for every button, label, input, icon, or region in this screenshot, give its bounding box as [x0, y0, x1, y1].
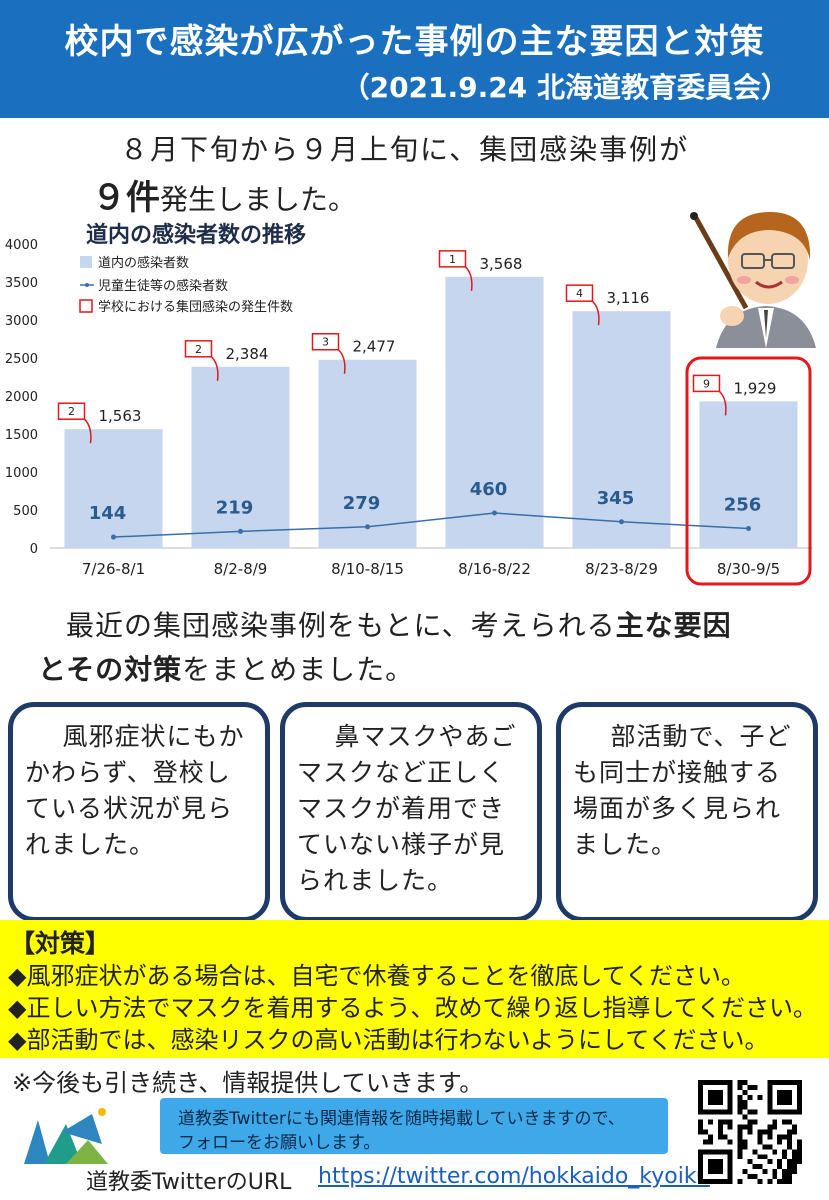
summary-post: をまとめました。 — [182, 653, 415, 686]
intro-line-1: ８月下旬から９月上旬に、集団感染事例が — [120, 133, 690, 166]
outbreak-callout-pointer — [591, 300, 600, 326]
measure-item: ◆風邪症状がある場合は、自宅で休養することを徹底してください。 — [8, 962, 746, 990]
outbreak-callout-pointer — [337, 349, 346, 374]
outbreak-callout-value: 3 — [322, 336, 329, 349]
legend-label-bar: 道内の感染者数 — [98, 255, 189, 271]
x-tick-label: 8/10-8/15 — [331, 560, 404, 578]
bar-value-label: 1,563 — [99, 407, 142, 425]
y-tick-label: 2000 — [5, 390, 38, 405]
x-tick-label: 8/2-8/9 — [214, 560, 268, 578]
measures-heading: 【対策】 — [10, 929, 111, 958]
page-title: 校内で感染が広がった事例の主な要因と対策 — [64, 22, 765, 62]
student-point — [365, 524, 370, 530]
outbreak-callout-box — [565, 284, 594, 302]
chart-title: 道内の感染者数の推移 — [86, 222, 306, 248]
header-banner: 校内で感染が広がった事例の主な要因と対策 （2021.9.24 北海道教育委員会… — [0, 0, 829, 118]
x-tick-label: 8/23-8/29 — [585, 560, 658, 578]
student-value-label: 460 — [470, 479, 508, 500]
student-line — [113, 512, 749, 538]
student-point — [238, 528, 243, 534]
student-point — [492, 510, 497, 516]
summary-paragraph: 最近の集団感染事例をもとに、考えられる主な要因とその対策をまとめました。 — [38, 604, 808, 692]
measures-panel: 【対策】 ◆風邪症状がある場合は、自宅で休養することを徹底してください。 ◆正し… — [0, 920, 829, 1058]
factor-box-symptoms: 風邪症状にもかかわらず、登校している状況が見られました。 — [8, 702, 270, 922]
outbreak-callout-pointer — [83, 418, 92, 444]
student-point — [746, 526, 751, 532]
board-logo — [24, 1108, 108, 1164]
bar-value-label: 2,384 — [226, 345, 269, 363]
qr-code[interactable] — [698, 1080, 802, 1184]
bar-value-label: 2,477 — [353, 338, 396, 356]
factor-box-masks: 鼻マスクやあごマスクなど正しくマスクが着用できていない様子が見られました。 — [280, 702, 542, 922]
x-tick-label: 7/26-8/1 — [82, 560, 145, 578]
student-point — [111, 534, 116, 540]
outbreak-callout-box — [57, 402, 86, 420]
legend-label-callout: 学校における集団感染の発生件数 — [98, 299, 293, 315]
measure-item: ◆正しい方法でマスクを着用するよう、改めて繰り返し指導してください。 — [8, 994, 818, 1022]
legend-label-line: 児童生徒等の感染者数 — [98, 278, 228, 294]
student-value-label: 219 — [216, 497, 254, 518]
outbreak-callout-box — [184, 340, 213, 358]
bar-value-label: 3,568 — [480, 255, 523, 273]
bar-value-label: 1,929 — [734, 379, 777, 397]
factor-box-club: 部活動で、子ども同士が接触する場面が多く見られました。 — [556, 702, 818, 922]
bar — [191, 366, 290, 548]
y-tick-label: 4000 — [5, 238, 38, 253]
intro-line-2-text: 発生しました。 — [160, 183, 357, 216]
outbreak-callout-value: 9 — [703, 377, 710, 390]
outbreak-callout-box — [311, 332, 340, 351]
summary-bold-2: とその対策 — [38, 653, 183, 686]
y-tick-label: 0 — [30, 542, 38, 557]
outbreak-callout-value: 2 — [68, 405, 75, 418]
bar — [445, 276, 544, 548]
summary-bold-1: 主な要因 — [615, 609, 732, 642]
highlight-frame — [685, 356, 812, 586]
twitter-banner-line-2: フォローをお願いします。 — [178, 1133, 381, 1153]
outbreak-callout-pointer — [718, 390, 727, 416]
legend-swatch-bar — [80, 256, 92, 268]
bar — [699, 401, 798, 548]
y-tick-label: 2500 — [5, 352, 38, 367]
x-tick-label: 8/16-8/22 — [458, 560, 531, 578]
student-value-label: 345 — [597, 488, 635, 509]
y-tick-label: 3500 — [5, 276, 38, 291]
outbreak-callout-pointer — [464, 266, 473, 291]
bar — [64, 429, 163, 548]
outbreak-callout-value: 2 — [195, 343, 202, 356]
outbreak-callout-value: 1 — [449, 253, 456, 266]
student-value-label: 279 — [343, 493, 381, 514]
legend-swatch-callout — [79, 299, 93, 313]
teacher-illustration — [690, 212, 816, 348]
y-tick-label: 1000 — [5, 466, 38, 481]
legend-swatch-point — [85, 283, 89, 287]
outbreak-callout-box — [438, 250, 467, 268]
measure-item: ◆部活動では、感染リスクの高い活動は行わないようにしてください。 — [8, 1026, 769, 1054]
y-tick-label: 1500 — [5, 428, 38, 443]
bar-value-label: 3,116 — [607, 289, 650, 307]
page-subtitle: （2021.9.24 北海道教育委員会） — [341, 71, 789, 104]
followup-note: ※今後も引き続き、情報提供していきます。 — [12, 1069, 484, 1097]
outbreak-callout-box — [692, 374, 721, 393]
student-value-label: 144 — [89, 503, 127, 524]
outbreak-count: ９件 — [92, 178, 160, 218]
summary-pre: 最近の集団感染事例をもとに、考えられる — [66, 609, 616, 642]
bar — [318, 359, 417, 548]
student-point — [619, 519, 624, 525]
student-value-label: 256 — [724, 495, 762, 516]
x-tick-label: 8/30-9/5 — [717, 560, 780, 578]
twitter-banner: 道教委Twitterにも関連情報を随時掲載していきますので、 フォローをお願いし… — [160, 1098, 668, 1154]
outbreak-callout-value: 4 — [576, 287, 583, 300]
twitter-url-label: 道教委TwitterのURL — [86, 1170, 292, 1195]
outbreak-callout-pointer — [210, 356, 219, 381]
y-tick-label: 3000 — [5, 314, 38, 329]
intro-line-2: ９件発生しました。 — [92, 170, 356, 219]
twitter-banner-line-1: 道教委Twitterにも関連情報を随時掲載していきますので、 — [178, 1109, 625, 1129]
bar — [572, 311, 671, 548]
twitter-url-link[interactable]: https://twitter.com/hokkaido_kyoiku — [318, 1164, 710, 1189]
y-tick-label: 500 — [13, 504, 38, 519]
infection-chart: 0 500 1000 1500 2000 2500 3000 3500 4000 1,563 2,3… — [5, 222, 812, 586]
